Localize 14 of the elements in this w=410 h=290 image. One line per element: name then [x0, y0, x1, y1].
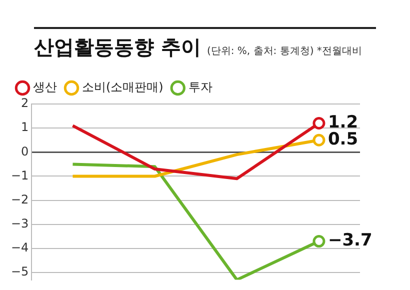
- y-tick-label: −5: [10, 264, 29, 279]
- y-tick-label: 1: [21, 120, 29, 134]
- chart-title: 산업활동동향 추이: [34, 34, 201, 61]
- y-tick-label: −4: [10, 240, 29, 255]
- chart-subtitle: (단위: %, 출처: 통계청) *전월대비: [206, 45, 362, 58]
- legend-label: 소비(소매판매): [82, 80, 164, 94]
- y-tick-label: −3: [10, 216, 29, 231]
- y-tick-label: −2: [10, 192, 29, 206]
- y-tick-label: 2: [21, 96, 29, 110]
- y-tick-label: 0: [21, 144, 29, 158]
- data-label: −3.7: [328, 230, 372, 251]
- y-tick-label: −1: [10, 168, 29, 182]
- legend-label: 투자: [188, 80, 212, 94]
- legend-label: 생산: [33, 80, 57, 94]
